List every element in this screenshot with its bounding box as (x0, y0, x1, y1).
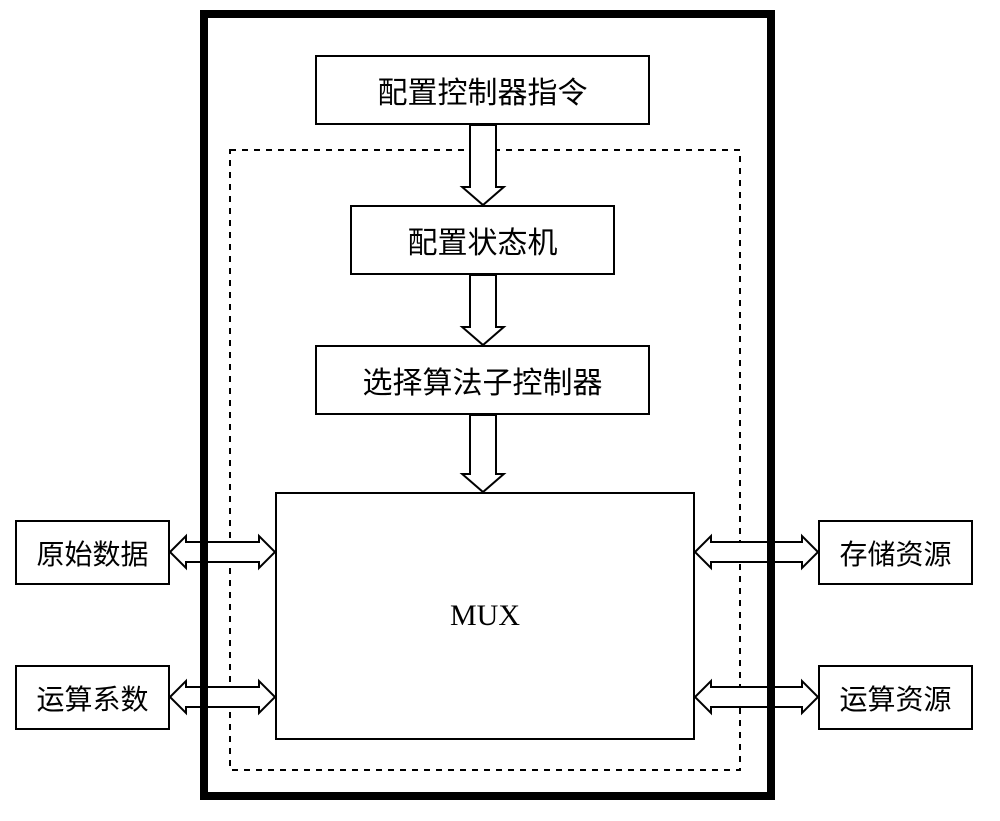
mux-box: MUX (275, 492, 695, 740)
config-controller-command-box: 配置控制器指令 (315, 55, 650, 125)
compute-resource-label: 运算资源 (839, 678, 951, 718)
select-algorithm-subcontroller-label: 选择算法子控制器 (363, 358, 603, 402)
storage-resource-box: 存储资源 (818, 520, 973, 585)
operation-coefficient-box: 运算系数 (15, 665, 170, 730)
operation-coefficient-label: 运算系数 (36, 678, 148, 718)
config-state-machine-box: 配置状态机 (350, 205, 615, 275)
raw-data-label: 原始数据 (36, 533, 148, 573)
diagram-canvas: 配置控制器指令 配置状态机 选择算法子控制器 MUX 原始数据 运算系数 存储资… (0, 0, 1000, 821)
mux-label: MUX (450, 599, 520, 633)
select-algorithm-subcontroller-box: 选择算法子控制器 (315, 345, 650, 415)
config-state-machine-label: 配置状态机 (408, 218, 558, 262)
config-controller-command-label: 配置控制器指令 (378, 68, 588, 112)
compute-resource-box: 运算资源 (818, 665, 973, 730)
raw-data-box: 原始数据 (15, 520, 170, 585)
storage-resource-label: 存储资源 (839, 533, 951, 573)
